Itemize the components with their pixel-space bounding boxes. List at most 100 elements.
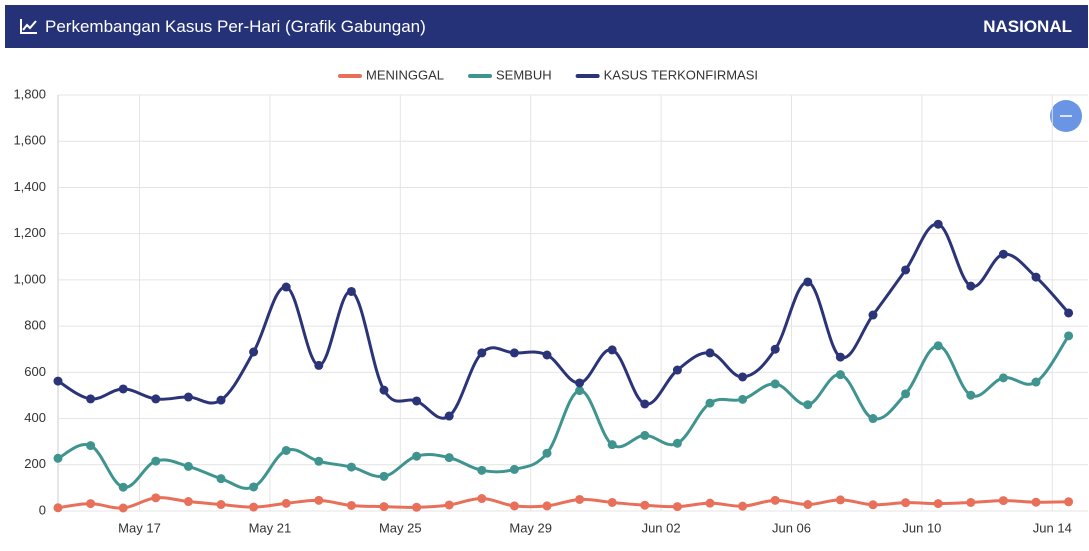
data-point bbox=[249, 502, 259, 512]
data-point bbox=[998, 496, 1008, 506]
data-point bbox=[966, 281, 976, 291]
data-point bbox=[803, 400, 813, 410]
data-point bbox=[118, 482, 128, 492]
data-point bbox=[216, 500, 226, 510]
y-tick-label: 1,800 bbox=[13, 86, 46, 101]
legend-label: SEMBUH bbox=[496, 67, 552, 82]
data-point bbox=[216, 474, 226, 484]
x-tick-label: May 29 bbox=[509, 520, 552, 535]
data-point bbox=[1031, 377, 1041, 387]
data-point bbox=[868, 500, 878, 510]
data-point bbox=[705, 398, 715, 408]
header: Perkembangan Kasus Per-Hari (Grafik Gabu… bbox=[5, 5, 1088, 48]
series-line bbox=[57, 222, 1070, 420]
data-point bbox=[738, 501, 748, 511]
data-point bbox=[249, 347, 259, 357]
x-tick-label: May 21 bbox=[249, 520, 292, 535]
data-point bbox=[803, 277, 813, 287]
data-point bbox=[444, 500, 454, 510]
data-point bbox=[477, 348, 487, 358]
data-point bbox=[640, 430, 650, 440]
data-point bbox=[738, 372, 748, 382]
x-tick-label: May 25 bbox=[379, 520, 422, 535]
data-point bbox=[314, 495, 324, 505]
y-tick-label: 1,000 bbox=[13, 271, 46, 286]
data-point bbox=[640, 500, 650, 510]
data-point bbox=[314, 456, 324, 466]
series-line bbox=[57, 334, 1070, 490]
data-point bbox=[183, 461, 193, 471]
data-point bbox=[1031, 272, 1041, 282]
data-point bbox=[1064, 331, 1074, 341]
series-line bbox=[57, 496, 1069, 510]
data-point bbox=[86, 499, 96, 509]
data-point bbox=[444, 411, 454, 421]
data-point bbox=[216, 395, 226, 405]
data-point bbox=[118, 503, 128, 513]
data-point bbox=[607, 497, 617, 507]
data-point bbox=[770, 379, 780, 389]
data-point bbox=[183, 392, 193, 402]
data-point bbox=[379, 471, 389, 481]
data-point bbox=[835, 495, 845, 505]
data-point bbox=[607, 345, 617, 355]
y-tick-label: 800 bbox=[24, 318, 46, 333]
data-point bbox=[249, 482, 259, 492]
data-point bbox=[575, 378, 585, 388]
y-tick-label: 200 bbox=[24, 456, 46, 471]
legend-label: MENINGGAL bbox=[366, 67, 444, 82]
data-point bbox=[281, 445, 291, 455]
data-point bbox=[1064, 497, 1074, 507]
data-point bbox=[542, 350, 552, 360]
data-point bbox=[509, 501, 519, 511]
data-point bbox=[86, 441, 96, 451]
y-tick-label: 1,400 bbox=[13, 179, 46, 194]
y-tick-label: 600 bbox=[24, 364, 46, 379]
header-badge: NASIONAL bbox=[983, 17, 1072, 36]
data-point bbox=[575, 494, 585, 504]
data-point bbox=[151, 394, 161, 404]
data-point bbox=[770, 344, 780, 354]
data-point bbox=[607, 440, 617, 450]
y-tick-label: 1,600 bbox=[13, 133, 46, 148]
data-point bbox=[477, 494, 487, 504]
data-point bbox=[183, 497, 193, 507]
y-tick-label: 0 bbox=[39, 502, 46, 517]
x-tick-label: Jun 10 bbox=[902, 520, 941, 535]
data-point bbox=[281, 498, 291, 508]
data-point bbox=[1031, 497, 1041, 507]
data-point bbox=[346, 500, 356, 510]
data-point bbox=[738, 394, 748, 404]
chart-icon bbox=[20, 19, 37, 34]
data-point bbox=[412, 502, 422, 512]
data-point bbox=[281, 282, 291, 292]
data-point bbox=[118, 384, 128, 394]
data-point bbox=[672, 438, 682, 448]
data-point bbox=[672, 365, 682, 375]
data-point bbox=[412, 396, 422, 406]
legend-label: KASUS TERKONFIRMASI bbox=[604, 67, 758, 82]
y-tick-label: 400 bbox=[24, 410, 46, 425]
data-point bbox=[868, 310, 878, 320]
x-tick-label: Jun 06 bbox=[772, 520, 811, 535]
data-point bbox=[868, 414, 878, 424]
data-point bbox=[477, 465, 487, 475]
data-point bbox=[86, 394, 96, 404]
data-point bbox=[998, 249, 1008, 259]
data-point bbox=[966, 497, 976, 507]
data-point bbox=[379, 385, 389, 395]
data-point bbox=[835, 370, 845, 380]
y-tick-label: 1,200 bbox=[13, 225, 46, 240]
data-point bbox=[53, 453, 63, 463]
data-point bbox=[542, 448, 552, 458]
x-tick-label: Jun 02 bbox=[642, 520, 681, 535]
data-point bbox=[542, 501, 552, 511]
data-point bbox=[705, 348, 715, 358]
data-point bbox=[933, 499, 943, 509]
data-point bbox=[151, 456, 161, 466]
data-point bbox=[1064, 308, 1074, 318]
data-point bbox=[901, 498, 911, 508]
data-point bbox=[901, 389, 911, 399]
data-point bbox=[346, 286, 356, 296]
